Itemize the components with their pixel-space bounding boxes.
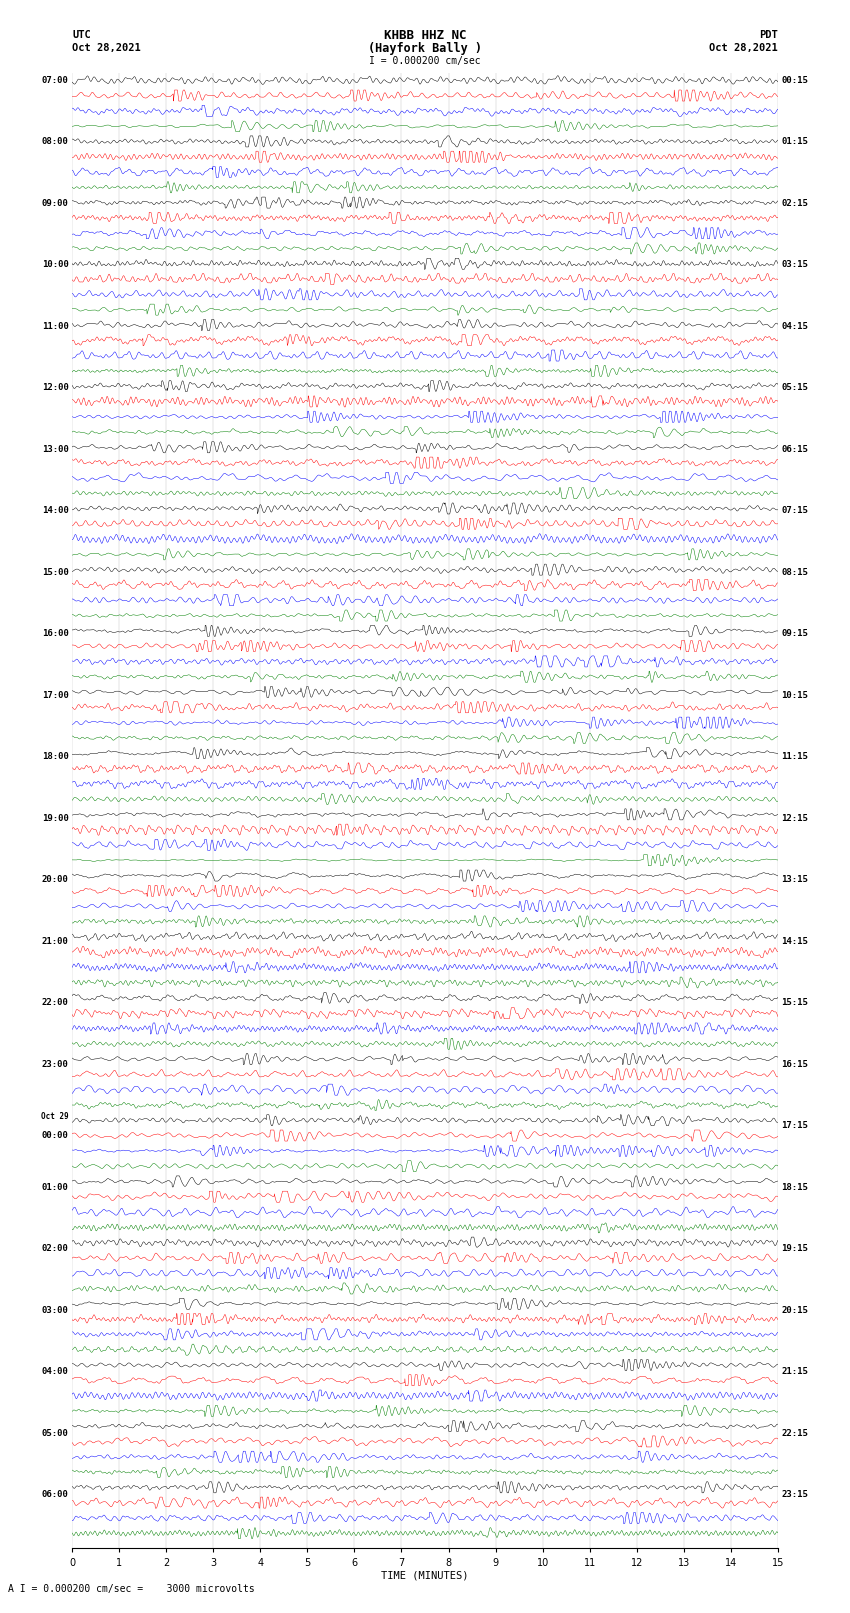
Text: 13:00: 13:00: [42, 445, 69, 453]
Text: 07:15: 07:15: [781, 506, 808, 515]
Text: 02:00: 02:00: [42, 1244, 69, 1253]
Text: 06:15: 06:15: [781, 445, 808, 453]
Text: 05:15: 05:15: [781, 384, 808, 392]
Text: 14:00: 14:00: [42, 506, 69, 515]
Text: 13:15: 13:15: [781, 876, 808, 884]
Text: PDT: PDT: [759, 31, 778, 40]
Text: 22:00: 22:00: [42, 998, 69, 1007]
Text: 09:15: 09:15: [781, 629, 808, 639]
Text: Oct 28,2021: Oct 28,2021: [709, 44, 778, 53]
Text: UTC: UTC: [72, 31, 91, 40]
Text: 15:15: 15:15: [781, 998, 808, 1007]
Text: 11:00: 11:00: [42, 321, 69, 331]
Text: 10:00: 10:00: [42, 260, 69, 269]
Text: 05:00: 05:00: [42, 1429, 69, 1437]
Text: 15:00: 15:00: [42, 568, 69, 577]
Text: 22:15: 22:15: [781, 1429, 808, 1437]
Text: 03:15: 03:15: [781, 260, 808, 269]
Text: 14:15: 14:15: [781, 937, 808, 945]
Text: 04:00: 04:00: [42, 1368, 69, 1376]
Text: 09:00: 09:00: [42, 198, 69, 208]
Text: 06:00: 06:00: [42, 1490, 69, 1498]
Text: 19:00: 19:00: [42, 813, 69, 823]
Text: 20:15: 20:15: [781, 1305, 808, 1315]
Text: 00:00: 00:00: [42, 1131, 69, 1139]
Text: 17:15: 17:15: [781, 1121, 808, 1131]
Text: 03:00: 03:00: [42, 1305, 69, 1315]
Text: 21:00: 21:00: [42, 937, 69, 945]
Text: 08:00: 08:00: [42, 137, 69, 147]
Text: 23:15: 23:15: [781, 1490, 808, 1498]
Text: 12:00: 12:00: [42, 384, 69, 392]
Text: 01:00: 01:00: [42, 1182, 69, 1192]
Text: 00:15: 00:15: [781, 76, 808, 85]
Text: 11:15: 11:15: [781, 752, 808, 761]
Text: Oct 28,2021: Oct 28,2021: [72, 44, 141, 53]
Text: (Hayfork Bally ): (Hayfork Bally ): [368, 42, 482, 55]
Text: 19:15: 19:15: [781, 1244, 808, 1253]
Text: 18:00: 18:00: [42, 752, 69, 761]
Text: 16:00: 16:00: [42, 629, 69, 639]
Text: 12:15: 12:15: [781, 813, 808, 823]
Text: 02:15: 02:15: [781, 198, 808, 208]
Text: 23:00: 23:00: [42, 1060, 69, 1069]
Text: 21:15: 21:15: [781, 1368, 808, 1376]
Text: Oct 29: Oct 29: [41, 1111, 69, 1121]
X-axis label: TIME (MINUTES): TIME (MINUTES): [382, 1571, 468, 1581]
Text: 17:00: 17:00: [42, 690, 69, 700]
Text: 10:15: 10:15: [781, 690, 808, 700]
Text: 18:15: 18:15: [781, 1182, 808, 1192]
Text: 01:15: 01:15: [781, 137, 808, 147]
Text: A I = 0.000200 cm/sec =    3000 microvolts: A I = 0.000200 cm/sec = 3000 microvolts: [8, 1584, 255, 1594]
Text: 16:15: 16:15: [781, 1060, 808, 1069]
Text: 20:00: 20:00: [42, 876, 69, 884]
Text: 08:15: 08:15: [781, 568, 808, 577]
Text: KHBB HHZ NC: KHBB HHZ NC: [383, 29, 467, 42]
Text: 07:00: 07:00: [42, 76, 69, 85]
Text: 04:15: 04:15: [781, 321, 808, 331]
Text: I = 0.000200 cm/sec: I = 0.000200 cm/sec: [369, 56, 481, 66]
